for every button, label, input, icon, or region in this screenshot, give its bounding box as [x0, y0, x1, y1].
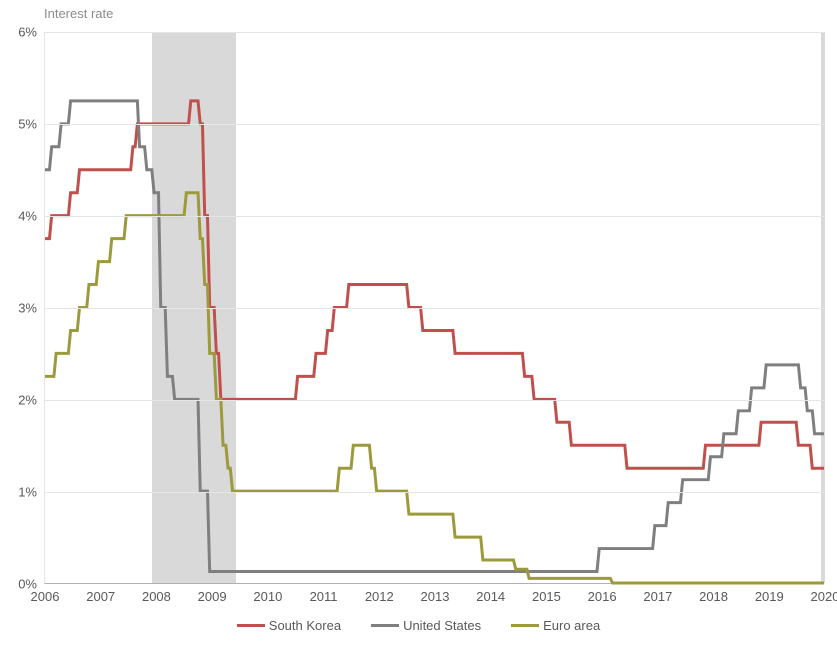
gridline [45, 32, 824, 33]
x-tick-label: 2008 [142, 583, 171, 604]
legend-item: Euro area [511, 618, 600, 633]
legend-label: South Korea [269, 618, 341, 633]
series-line [45, 101, 824, 572]
x-tick-label: 2011 [310, 583, 338, 604]
legend-item: South Korea [237, 618, 341, 633]
x-tick-label: 2014 [476, 583, 505, 604]
x-tick-label: 2019 [755, 583, 784, 604]
plot-area: 0%1%2%3%4%5%6%20062007200820092010201120… [44, 32, 824, 584]
x-tick-label: 2015 [532, 583, 561, 604]
x-tick-label: 2018 [699, 583, 728, 604]
y-tick-label: 4% [18, 209, 45, 224]
gridline [45, 492, 824, 493]
x-tick-label: 2020 [811, 583, 837, 604]
y-tick-label: 1% [18, 485, 45, 500]
x-tick-label: 2006 [31, 583, 60, 604]
gridline [45, 400, 824, 401]
x-tick-label: 2016 [588, 583, 617, 604]
y-tick-label: 5% [18, 117, 45, 132]
legend-swatch [511, 624, 539, 627]
x-tick-label: 2017 [643, 583, 672, 604]
legend-label: United States [403, 618, 481, 633]
x-tick-label: 2013 [421, 583, 450, 604]
x-tick-label: 2007 [86, 583, 115, 604]
y-tick-label: 6% [18, 25, 45, 40]
x-tick-label: 2009 [198, 583, 227, 604]
legend-item: United States [371, 618, 481, 633]
series-line [45, 101, 824, 468]
interest-rate-chart: Interest rate 0%1%2%3%4%5%6%200620072008… [0, 0, 837, 650]
y-axis-title: Interest rate [44, 6, 113, 21]
y-tick-label: 2% [18, 393, 45, 408]
series-line [45, 193, 824, 583]
gridline [45, 216, 824, 217]
y-tick-label: 3% [18, 301, 45, 316]
legend-swatch [237, 624, 265, 627]
gridline [45, 308, 824, 309]
legend: South Korea United States Euro area [0, 618, 837, 633]
legend-swatch [371, 624, 399, 627]
legend-label: Euro area [543, 618, 600, 633]
gridline [45, 124, 824, 125]
x-tick-label: 2012 [365, 583, 394, 604]
x-tick-label: 2010 [253, 583, 282, 604]
